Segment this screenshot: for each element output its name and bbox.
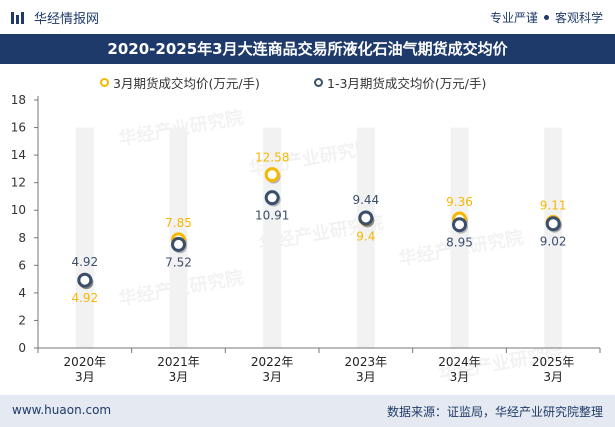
x-tick-label: 2023年 3月 xyxy=(345,355,388,384)
y-tick-label: 14 xyxy=(11,148,26,162)
brand[interactable]: 华经情报网 xyxy=(10,8,99,27)
march-price-point xyxy=(264,167,280,183)
legend-label-jan-mar: 1-3月期货成交均价(万元/手) xyxy=(327,76,487,91)
y-tick-label: 10 xyxy=(11,203,26,217)
footer-source: 数据来源：证监局，华经产业研究院整理 xyxy=(386,405,603,419)
jan-mar-price-label: 9.44 xyxy=(352,193,379,207)
title-bar: 2020-2025年3月大连商品交易所液化石油气期货成交均价 xyxy=(0,34,615,64)
column-background-bar xyxy=(544,127,563,348)
y-tick-label: 12 xyxy=(11,176,26,190)
legend-label-march: 3月期货成交均价(万元/手) xyxy=(113,76,260,91)
legend-item-jan-mar[interactable]: 1-3月期货成交均价(万元/手) xyxy=(314,73,486,92)
y-tick-label: 18 xyxy=(11,93,26,107)
x-tick-label: 2020年 3月 xyxy=(64,355,107,384)
legend-marker-march xyxy=(100,78,109,87)
x-tick-label: 2025年 3月 xyxy=(532,355,575,384)
huajing-logo-icon xyxy=(11,11,24,24)
jan-mar-price-point xyxy=(452,217,467,233)
march-price-label: 9.4 xyxy=(356,229,375,243)
chart-title: 2020-2025年3月大连商品交易所液化石油气期货成交均价 xyxy=(107,40,508,58)
brand-name: 华经情报网 xyxy=(34,12,100,27)
jan-mar-price-label: 7.52 xyxy=(165,255,192,269)
jan-mar-price-point xyxy=(77,272,93,288)
column-background-bar xyxy=(263,127,282,348)
jan-mar-price-point xyxy=(171,236,186,252)
jan-mar-price-point xyxy=(545,216,561,232)
y-tick-label: 16 xyxy=(11,121,26,135)
march-price-label: 9.36 xyxy=(446,195,473,209)
legend-item-march[interactable]: 3月期货成交均价(万元/手) xyxy=(100,73,260,92)
y-tick-label: 2 xyxy=(18,313,26,327)
x-tick-label: 2021年 3月 xyxy=(157,355,200,384)
y-tick-label: 8 xyxy=(18,231,26,245)
y-tick-label: 6 xyxy=(18,258,26,272)
slogan-tag-2: 客观科学 xyxy=(554,11,603,25)
jan-mar-price-point xyxy=(264,190,280,206)
jan-mar-price-label: 9.02 xyxy=(540,235,567,249)
x-tick-label: 2024年 3月 xyxy=(438,355,481,384)
top-bar: 华经情报网 专业严谨 客观科学 xyxy=(0,0,615,34)
legend: 3月期货成交均价(万元/手) 1-3月期货成交均价(万元/手) xyxy=(0,73,615,93)
separator-dot-icon xyxy=(543,15,549,20)
march-price-label: 9.11 xyxy=(540,198,567,212)
slogan-tag-1: 专业严谨 xyxy=(489,11,538,25)
jan-mar-price-label: 8.95 xyxy=(446,236,473,250)
jan-mar-price-label: 4.92 xyxy=(71,255,98,269)
column-background-bar xyxy=(75,127,94,348)
column-background-bar xyxy=(450,127,469,348)
footer-url[interactable]: www.huaon.com xyxy=(12,403,112,417)
slogan: 专业严谨 客观科学 xyxy=(490,9,603,26)
jan-mar-price-label: 10.91 xyxy=(255,209,289,223)
x-tick-label: 2022年 3月 xyxy=(251,355,294,384)
column-background-bar xyxy=(356,127,375,348)
y-tick-label: 0 xyxy=(18,341,26,355)
march-price-label: 4.92 xyxy=(71,291,98,305)
march-price-label: 7.85 xyxy=(165,216,192,230)
march-price-label: 12.58 xyxy=(255,151,289,165)
y-tick-label: 4 xyxy=(18,286,26,300)
footer: www.huaon.com 数据来源：证监局，华经产业研究院整理 xyxy=(0,395,615,427)
jan-mar-price-point xyxy=(358,210,374,226)
legend-marker-jan-mar xyxy=(314,78,323,87)
